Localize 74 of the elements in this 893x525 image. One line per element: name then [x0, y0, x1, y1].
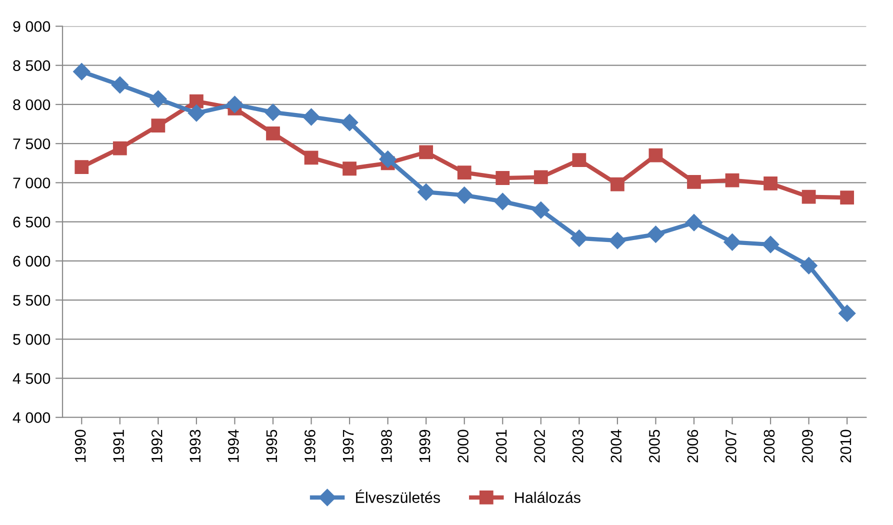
x-tick-label: 1999: [419, 430, 430, 462]
x-tick-label: 2004: [610, 430, 622, 462]
y-tick-label: 9 000: [13, 21, 50, 32]
point: [496, 171, 510, 185]
x-tick-label: 1994: [228, 430, 239, 462]
x-tick-label: 1990: [74, 430, 86, 462]
x-tick-label: 2000: [458, 430, 468, 462]
point: [762, 236, 780, 254]
legend-label: Halálozás: [515, 492, 580, 503]
point: [608, 232, 626, 250]
point: [570, 230, 588, 247]
point: [342, 162, 356, 176]
point: [264, 104, 282, 121]
legend-label: Élveszületés: [356, 490, 440, 503]
x-tick-label: 2005: [649, 430, 660, 462]
y-tick-label: 6 500: [13, 216, 50, 228]
x-tick-label: 2007: [726, 430, 736, 462]
point: [838, 304, 856, 322]
point: [647, 226, 664, 243]
point: [188, 104, 206, 122]
point: [302, 108, 320, 126]
point: [840, 190, 854, 205]
point: [610, 177, 624, 192]
x-tick-label: 1997: [342, 430, 354, 462]
point: [456, 186, 473, 204]
x-tick-label: 1992: [151, 430, 162, 462]
x-tick-label: 1993: [190, 430, 201, 462]
point: [725, 173, 740, 188]
y-tick-label: 4 000: [12, 412, 50, 424]
point: [534, 170, 548, 184]
x-tick-label: 2003: [572, 430, 584, 462]
point: [304, 150, 318, 165]
y-tick-label: 8 000: [13, 99, 50, 110]
point: [266, 126, 280, 140]
point: [764, 176, 778, 190]
point: [802, 190, 816, 204]
point: [800, 257, 818, 274]
point: [73, 63, 90, 80]
point: [151, 118, 166, 133]
point: [572, 153, 586, 167]
x-tick-label: 1991: [113, 430, 124, 462]
point: [74, 160, 89, 174]
point: [226, 96, 244, 114]
x-tick-label: 1998: [381, 430, 392, 462]
x-tick-label: 2001: [496, 430, 507, 462]
y-tick-label: 6 000: [13, 256, 50, 267]
point: [724, 234, 741, 251]
point: [112, 141, 127, 156]
point: [685, 214, 703, 232]
y-tick-label: 7 500: [13, 138, 50, 150]
point: [190, 94, 204, 108]
point: [419, 145, 434, 160]
x-tick-label: 2010: [840, 430, 852, 462]
point: [111, 76, 128, 94]
point: [648, 148, 663, 162]
y-tick-label: 5 000: [13, 334, 50, 345]
y-tick-label: 5 500: [13, 294, 50, 306]
x-tick-label: 2009: [802, 430, 813, 462]
point: [494, 192, 512, 210]
x-tick-label: 2008: [764, 430, 775, 462]
x-tick-label: 2002: [534, 430, 546, 462]
point: [150, 90, 167, 108]
x-tick-label: 1996: [304, 430, 316, 462]
point: [532, 202, 550, 219]
x-tick-label: 1995: [266, 430, 278, 462]
y-tick-label: 4 500: [12, 373, 50, 384]
y-tick-label: 8 500: [13, 60, 50, 72]
point: [379, 150, 396, 168]
x-tick-label: 2006: [687, 430, 698, 462]
point: [418, 184, 435, 201]
point: [457, 166, 472, 180]
point: [340, 114, 358, 132]
point: [687, 174, 701, 189]
y-tick-label: 7 000: [13, 178, 50, 188]
